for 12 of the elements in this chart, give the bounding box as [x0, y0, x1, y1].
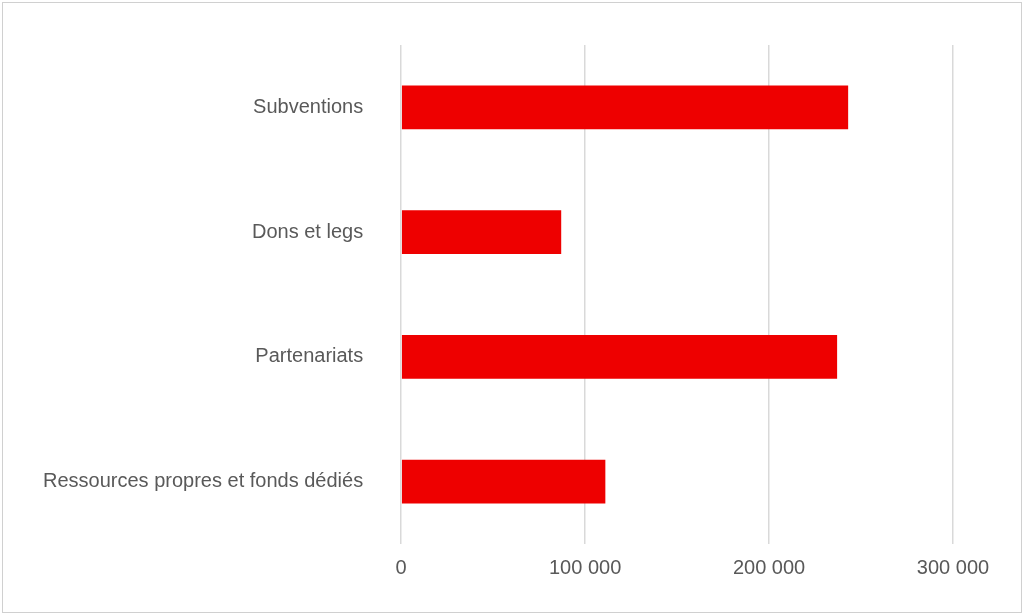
- x-tick-label: 0: [395, 555, 407, 578]
- y-tick-label: Dons et legs: [252, 219, 364, 242]
- bar: [401, 335, 838, 379]
- y-tick-label: Ressources propres et fonds dédiés: [42, 469, 364, 492]
- x-tick-label: 100 000: [548, 555, 622, 578]
- x-tick-label: 300 000: [916, 555, 990, 578]
- bar: [401, 210, 562, 254]
- y-tick-label: Partenariats: [255, 344, 364, 367]
- bar: [401, 459, 606, 504]
- x-tick-label: 200 000: [732, 555, 806, 578]
- bar: [401, 85, 849, 130]
- y-tick-label: Subventions: [253, 94, 364, 117]
